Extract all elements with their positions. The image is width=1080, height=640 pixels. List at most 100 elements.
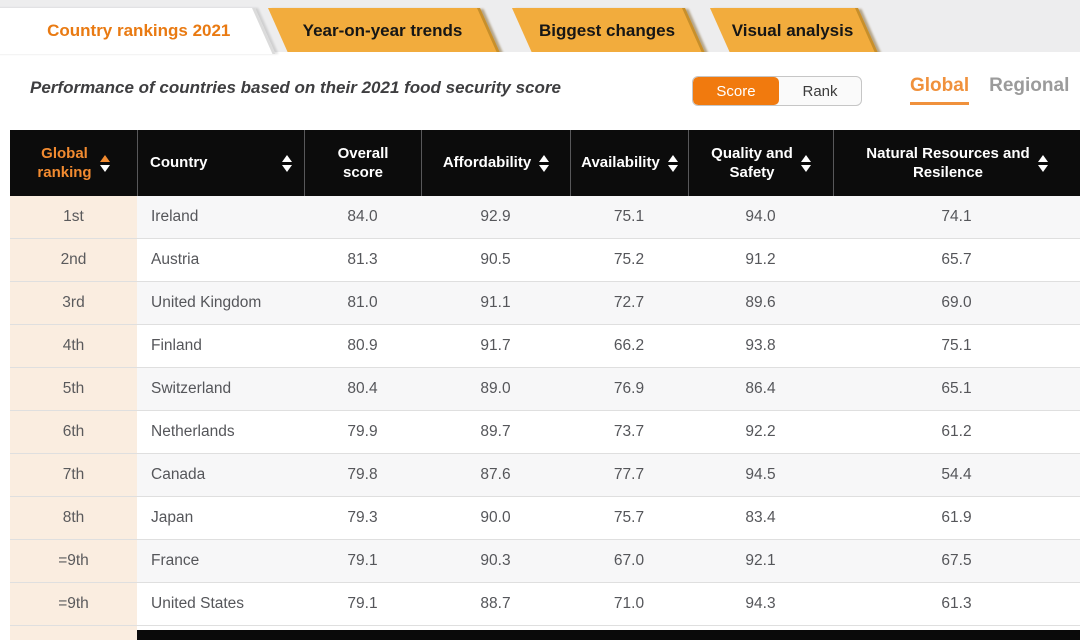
score-cell: 80.9 (347, 337, 378, 354)
column-header-label-line: Availability (581, 154, 660, 172)
rank-cell: 6th (10, 411, 137, 453)
column-header-overall-score[interactable]: Overall score (304, 130, 421, 196)
sort-up-icon (539, 154, 550, 162)
score-cell: 76.9 (613, 380, 645, 397)
sort-arrows (667, 154, 678, 172)
score-cell: 89.0 (480, 380, 511, 397)
column-header-label: Affordability (443, 153, 531, 173)
column-header-label-line: score (342, 164, 384, 181)
score-rank-toggle: Score Rank (692, 76, 862, 106)
table-row: 8th Japan 79.3 90.0 75.7 83.4 61.9 (10, 497, 1080, 540)
column-header-quality-and-safety[interactable]: Quality and Safety (688, 130, 833, 196)
sort-arrows (800, 154, 811, 172)
column-header-affordability[interactable]: Affordability (421, 130, 570, 196)
score-cell: 91.7 (480, 337, 511, 354)
rank-cell: =9th (10, 540, 137, 582)
sort-down-icon (800, 164, 811, 172)
table-row: =9th France 79.1 90.3 67.0 92.1 67.5 (10, 540, 1080, 583)
score-cell: 65.1 (941, 380, 972, 397)
score-cell: 75.2 (613, 251, 645, 268)
country-cell: Netherlands (151, 423, 235, 440)
sort-up-icon (667, 154, 678, 162)
rank-cell: 5th (10, 368, 137, 410)
table-row: 6th Netherlands 79.9 89.7 73.7 92.2 61.2 (10, 411, 1080, 454)
country-cell: Canada (151, 466, 206, 483)
country-cell: United States (151, 595, 245, 612)
rankings-table: Global ranking Country Overall score Affordab… (10, 130, 1080, 640)
score-cell: 69.0 (941, 294, 972, 311)
table-row: 3rd United Kingdom 81.0 91.1 72.7 89.6 69.0 (10, 282, 1080, 325)
sort-arrows (1037, 154, 1048, 172)
score-cell: 84.0 (347, 208, 378, 225)
score-cell: 90.5 (480, 251, 511, 268)
score-cell: 79.1 (347, 552, 378, 569)
rank-cell: 8th (10, 497, 137, 539)
rank-cell: =9th (10, 583, 137, 625)
score-cell: 90.3 (480, 552, 511, 569)
page-title: Performance of countries based on their … (30, 78, 561, 97)
tab-year-on-year-trends[interactable]: Year-on-year trends (268, 8, 501, 53)
tab-label: Visual analysis (731, 20, 854, 40)
sort-up-icon (282, 154, 292, 162)
tab-bar: Country rankings 2021 Year-on-year trend… (0, 0, 1080, 54)
score-cell: 54.4 (941, 466, 972, 483)
sub-header-panel: Performance of countries based on their … (0, 52, 1080, 130)
score-cell: 92.2 (745, 423, 776, 440)
column-header-country[interactable]: Country (137, 130, 304, 196)
score-cell: 90.0 (480, 509, 511, 526)
score-cell: 61.9 (941, 509, 972, 526)
score-cell: 71.0 (613, 595, 645, 612)
column-header-label: Quality and Safety (711, 144, 793, 183)
tab-label: Year-on-year trends (302, 20, 463, 40)
score-cell: 79.8 (347, 466, 378, 483)
score-cell: 86.4 (745, 380, 776, 397)
score-cell: 67.5 (941, 552, 972, 569)
score-cell: 94.5 (745, 466, 776, 483)
tab-label: Biggest changes (538, 20, 676, 40)
sort-down-icon (282, 164, 292, 172)
score-cell: 66.2 (613, 337, 645, 354)
score-cell: 75.7 (613, 509, 645, 526)
score-cell: 72.7 (613, 294, 645, 311)
column-header-label-line: ranking (37, 164, 92, 181)
score-cell: 81.0 (347, 294, 378, 311)
sort-up-icon (99, 154, 110, 162)
column-header-global-ranking[interactable]: Global ranking (10, 130, 137, 196)
rank-cell: 7th (10, 454, 137, 496)
column-header-label: Global ranking (37, 144, 91, 183)
column-header-label-line: Safety (729, 164, 775, 181)
sort-down-icon (539, 164, 550, 172)
scope-switcher: Global Regional (910, 75, 1069, 105)
column-header-natural-resources-and-resilence[interactable]: Natural Resources and Resilence (833, 130, 1080, 196)
tab-country-rankings-2021[interactable]: Country rankings 2021 (0, 8, 276, 54)
score-cell: 93.8 (745, 337, 776, 354)
country-cell: Ireland (151, 208, 199, 225)
score-cell: 79.1 (347, 595, 378, 612)
table-row: =9th United States 79.1 88.7 71.0 94.3 61.3 (10, 583, 1080, 626)
rank-cell: 4th (10, 325, 137, 367)
scope-regional-link[interactable]: Regional (989, 75, 1070, 96)
score-cell: 61.3 (941, 595, 972, 612)
score-cell: 61.2 (941, 423, 972, 440)
column-header-label: Availability (581, 153, 660, 173)
rank-toggle-button[interactable]: Rank (802, 82, 838, 100)
score-toggle-button[interactable]: Score (693, 77, 779, 105)
column-header-label: Overall score (338, 144, 389, 183)
sort-down-icon (1037, 164, 1048, 172)
rank-cell: 1st (10, 196, 137, 238)
column-header-label: Country (150, 153, 208, 173)
score-cell: 87.6 (480, 466, 511, 483)
score-cell: 89.6 (745, 294, 776, 311)
score-cell: 94.3 (745, 595, 776, 612)
score-cell: 67.0 (613, 552, 645, 569)
score-cell: 79.3 (347, 509, 378, 526)
tab-visual-analysis[interactable]: Visual analysis (710, 8, 879, 53)
country-cell: France (151, 552, 200, 569)
scope-global-link[interactable]: Global (910, 75, 970, 105)
table-body: 1st Ireland 84.0 92.9 75.1 94.0 74.1 2nd Austria… (10, 196, 1080, 626)
tab-biggest-changes[interactable]: Biggest changes (512, 8, 706, 53)
table-header-row: Global ranking Country Overall score Affordab… (10, 130, 1080, 196)
column-header-availability[interactable]: Availability (570, 130, 688, 196)
column-header-label-line: Quality and (711, 144, 793, 162)
score-cell: 79.9 (347, 423, 378, 440)
